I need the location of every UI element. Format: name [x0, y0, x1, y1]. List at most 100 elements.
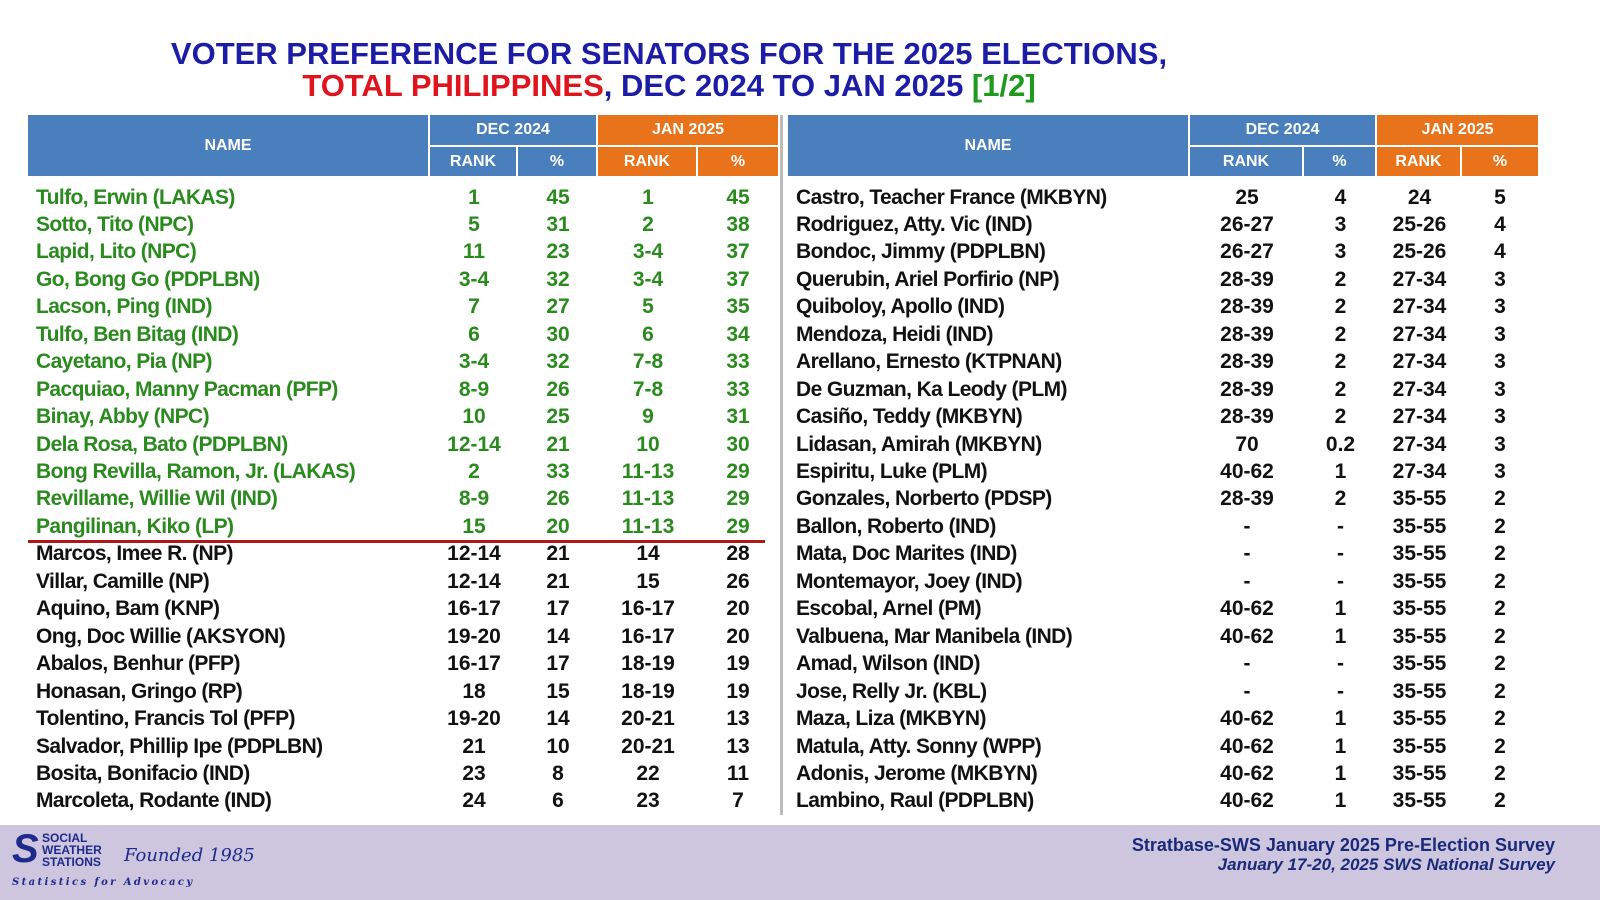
winning-circle-cutoff-line [28, 540, 765, 543]
dec-pct: 14 [546, 624, 570, 648]
jan-rank: 35-55 [1392, 487, 1447, 511]
jan-rank: 2 [642, 212, 654, 236]
dec-rank: 6 [468, 322, 480, 346]
dec-rank: 21 [462, 734, 486, 758]
candidate-name: Tulfo, Ben Bitag (IND) [36, 322, 239, 346]
jan-pct: 3 [1494, 377, 1506, 401]
jan-pct: 13 [726, 734, 750, 758]
candidate-name: Honasan, Gringo (RP) [36, 679, 243, 703]
jan-rank: 3-4 [632, 240, 664, 264]
dec-pct: 2 [1334, 350, 1347, 374]
dec-pct: 26 [546, 377, 570, 401]
jan-pct: 2 [1494, 542, 1506, 566]
dec-pct: 21 [546, 542, 570, 566]
jan-rank: 16-17 [621, 624, 675, 648]
dec-rank: 12-14 [447, 542, 501, 566]
dec-pct: - [1337, 679, 1344, 703]
jan-rank: 1 [642, 185, 654, 209]
dec-pct: 1 [1334, 707, 1347, 731]
sws-logo-mark-icon: S [12, 827, 39, 871]
dec-rank: 28-39 [1220, 295, 1274, 319]
dec-rank: 8-9 [458, 377, 490, 401]
dec-pct: 3 [1334, 212, 1347, 236]
jan-pct: 2 [1494, 761, 1506, 785]
table-row: Lidasan, Amirah (MKBYN) 70 0.2 27-34 3 [788, 431, 1538, 458]
candidate-name: Marcoleta, Rodante (IND) [36, 789, 272, 813]
candidate-name: Querubin, Ariel Porfirio (NP) [796, 267, 1060, 291]
table-row: Villar, Camille (NP) 12-14 21 15 26 [28, 568, 778, 595]
table-row: Escobal, Arnel (PM) 40-62 1 35-55 2 [788, 596, 1538, 623]
dec-rank: 18 [462, 679, 486, 703]
jan-pct: 2 [1494, 597, 1506, 621]
dec-pct: 8 [552, 761, 564, 785]
jan-pct: 2 [1494, 569, 1506, 593]
table-row: Querubin, Ariel Porfirio (NP) 28-39 2 27-34… [788, 266, 1538, 293]
table-row: Espiritu, Luke (PLM) 40-62 1 27-34 3 [788, 459, 1538, 486]
dec-pct: 21 [546, 569, 570, 593]
candidate-name: Go, Bong Go (PDPLBN) [36, 267, 260, 291]
dec-rank: 28-39 [1220, 322, 1274, 346]
dec-pct: 26 [546, 487, 570, 511]
jan-pct: 3 [1494, 295, 1506, 319]
jan-rank: 20-21 [621, 734, 675, 758]
candidate-name: Mata, Doc Marites (IND) [796, 542, 1017, 566]
dec-pct: 32 [546, 267, 570, 291]
jan-pct: 3 [1494, 322, 1506, 346]
candidate-name: Valbuena, Mar Manibela (IND) [796, 624, 1073, 648]
dec-rank: 7 [468, 295, 480, 319]
jan-rank: 18-19 [621, 652, 675, 676]
dec-pct: 33 [546, 460, 570, 483]
table-row: Binay, Abby (NPC) 10 25 9 31 [28, 404, 778, 431]
jan-rank: 10 [636, 432, 660, 456]
dec-pct: 14 [546, 707, 570, 731]
table-row: Pangilinan, Kiko (LP) 15 20 11-13 29 [28, 513, 778, 540]
logo-name: SOCIAL WEATHER STATIONS [42, 832, 102, 868]
dec-pct: 2 [1334, 377, 1347, 401]
table-row: Tolentino, Francis Tol (PFP) 19-20 14 20-21… [28, 706, 778, 733]
dec-rank: 40-62 [1220, 624, 1274, 648]
dec-pct: 21 [546, 432, 570, 456]
sws-logo: S SOCIAL WEATHER STATIONS Founded 1985 Sta… [12, 827, 255, 895]
jan-pct: 19 [726, 679, 750, 703]
dec-rank: - [1243, 514, 1251, 538]
table-row: Arellano, Ernesto (KTPNAN) 28-39 2 27-34 3 [788, 349, 1538, 376]
table-row: Gonzales, Norberto (PDSP) 28-39 2 35-55 2 [788, 486, 1538, 513]
jan-rank: 35-55 [1392, 734, 1447, 758]
candidate-name: Mendoza, Heidi (IND) [796, 322, 993, 346]
dec-rank: 23 [462, 761, 486, 785]
dec-rank: 40-62 [1220, 734, 1274, 758]
jan-rank: 7-8 [632, 350, 664, 374]
dec-pct: 32 [546, 350, 570, 374]
dec-pct: 2 [1334, 267, 1347, 291]
table-row: Lacson, Ping (IND) 7 27 5 35 [28, 294, 778, 321]
table-row: Revillame, Willie Wil (IND) 8-9 26 11-13 29 [28, 486, 778, 513]
candidate-name: Lapid, Lito (NPC) [36, 240, 197, 264]
dec-pct: 31 [546, 212, 570, 236]
table-row: Lambino, Raul (PDPLBN) 40-62 1 35-55 2 [788, 788, 1538, 815]
candidate-name: Lacson, Ping (IND) [36, 295, 212, 319]
jan-pct: 38 [726, 212, 750, 236]
candidate-name: Adonis, Jerome (MKBYN) [796, 761, 1038, 785]
dec-rank: 15 [462, 514, 486, 538]
jan-pct: 2 [1494, 487, 1506, 511]
jan-rank: 18-19 [621, 679, 675, 703]
dec-pct: 23 [546, 240, 570, 264]
jan-rank: 27-34 [1392, 460, 1447, 483]
left-header-jan-2025: JAN 2025 [598, 115, 778, 145]
candidate-name: Pacquiao, Manny Pacman (PFP) [36, 377, 338, 401]
dec-rank: 2 [468, 460, 480, 483]
candidate-name: Sotto, Tito (NPC) [36, 212, 194, 236]
jan-rank: 15 [636, 569, 660, 593]
logo-line: WEATHER [42, 843, 102, 857]
dec-pct: 1 [1334, 624, 1347, 648]
candidate-name: Dela Rosa, Bato (PDPLBN) [36, 432, 288, 456]
jan-rank: 35-55 [1392, 597, 1447, 621]
dec-rank: 28-39 [1220, 405, 1274, 429]
dec-pct: 1 [1334, 734, 1347, 758]
table-row: De Guzman, Ka Leody (PLM) 28-39 2 27-34 3 [788, 376, 1538, 403]
right-header-dec-rank: RANK [1190, 147, 1302, 176]
candidate-name: Jose, Relly Jr. (KBL) [796, 679, 987, 703]
jan-pct: 2 [1494, 514, 1506, 538]
dec-pct: 1 [1334, 789, 1347, 813]
candidate-name: Bong Revilla, Ramon, Jr. (LAKAS) [36, 460, 356, 483]
